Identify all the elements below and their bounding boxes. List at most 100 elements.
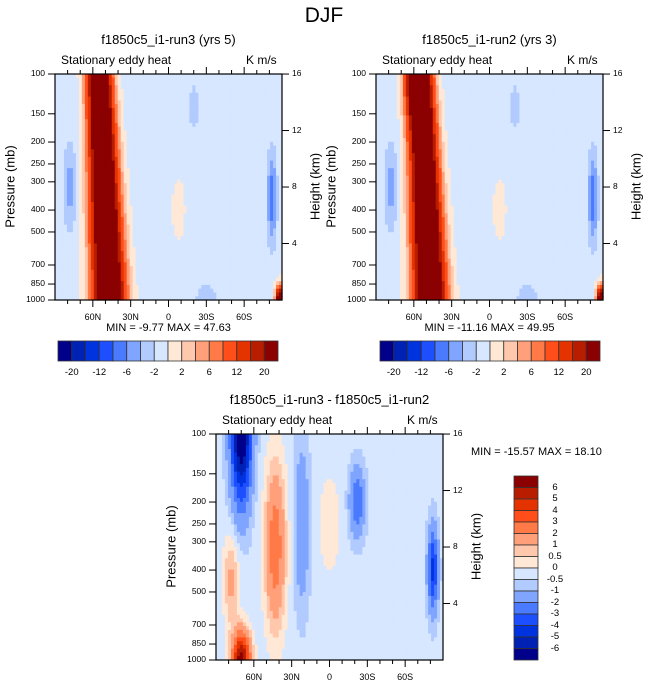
field-cell bbox=[78, 183, 83, 188]
field-cell bbox=[147, 107, 152, 113]
field-cell bbox=[63, 156, 68, 162]
field-cell bbox=[177, 187, 182, 192]
field-cell bbox=[57, 138, 62, 143]
field-cell bbox=[192, 156, 196, 162]
colorbar-box bbox=[236, 340, 251, 362]
field-cell bbox=[267, 171, 271, 177]
field-cell bbox=[162, 239, 167, 245]
field-cell bbox=[207, 202, 211, 207]
field-cell bbox=[150, 134, 155, 139]
field-cell bbox=[240, 89, 244, 94]
field-cell bbox=[135, 141, 140, 147]
field-cell bbox=[258, 269, 262, 275]
field-cell bbox=[219, 217, 223, 222]
field-cell bbox=[96, 232, 101, 237]
field-cell bbox=[219, 296, 223, 301]
field-cell bbox=[99, 194, 104, 199]
field-cell bbox=[84, 296, 89, 301]
field-cell bbox=[114, 164, 119, 169]
field-cell bbox=[198, 213, 202, 218]
field-cell bbox=[111, 224, 116, 230]
field-cell bbox=[486, 85, 491, 90]
field-cell bbox=[231, 209, 235, 214]
field-cell bbox=[279, 77, 283, 83]
field-cell bbox=[246, 190, 250, 196]
field-cell bbox=[261, 96, 265, 101]
field-cell bbox=[204, 213, 208, 218]
field-cell bbox=[117, 100, 122, 105]
field-cell bbox=[231, 171, 235, 177]
field-cell bbox=[55, 134, 59, 139]
field-cell bbox=[234, 92, 238, 98]
field-cell bbox=[93, 202, 98, 207]
field-cell bbox=[225, 145, 229, 150]
field-cell bbox=[198, 187, 202, 192]
field-cell bbox=[213, 164, 217, 169]
field-cell bbox=[126, 194, 131, 199]
field-cell bbox=[243, 292, 247, 297]
field-cell bbox=[279, 239, 283, 245]
field-cell bbox=[414, 77, 419, 83]
field-cell bbox=[81, 269, 86, 275]
field-cell bbox=[204, 217, 208, 222]
field-cell bbox=[237, 149, 241, 154]
field-cell bbox=[138, 224, 143, 230]
field-cell bbox=[63, 100, 68, 105]
field-cell bbox=[225, 149, 229, 154]
field-cell bbox=[75, 92, 80, 98]
field-cell bbox=[231, 217, 235, 222]
field-cell bbox=[129, 104, 134, 109]
field-cell bbox=[123, 269, 128, 275]
field-cell bbox=[204, 262, 208, 267]
field-cell bbox=[231, 168, 235, 173]
field-cell bbox=[168, 96, 173, 101]
field-cell bbox=[159, 251, 164, 256]
field-cell bbox=[147, 183, 152, 188]
field-cell bbox=[165, 111, 170, 117]
field-cell bbox=[201, 89, 205, 94]
field-cell bbox=[90, 119, 95, 124]
field-cell bbox=[207, 262, 211, 267]
field-cell bbox=[222, 138, 226, 143]
field-cell bbox=[195, 205, 199, 211]
field-cell bbox=[201, 254, 205, 260]
field-cell bbox=[219, 141, 223, 147]
field-cell bbox=[231, 145, 235, 150]
field-cell bbox=[156, 130, 161, 135]
field-cell bbox=[243, 258, 247, 263]
field-cell bbox=[99, 269, 104, 275]
field-cell bbox=[81, 74, 86, 79]
field-cell bbox=[195, 247, 199, 252]
field-cell bbox=[279, 96, 283, 101]
field-cell bbox=[99, 104, 104, 109]
field-cell bbox=[240, 92, 244, 98]
field-cell bbox=[195, 292, 199, 297]
field-cell bbox=[273, 107, 277, 113]
field-cell bbox=[150, 115, 155, 120]
field-cell bbox=[258, 77, 262, 83]
field-cell bbox=[129, 156, 134, 162]
field-cell bbox=[162, 277, 167, 282]
field-cell bbox=[273, 175, 277, 181]
field-cell bbox=[237, 85, 241, 90]
field-cell bbox=[102, 198, 107, 203]
field-cell bbox=[192, 168, 196, 173]
field-cell bbox=[138, 194, 143, 199]
field-cell bbox=[141, 175, 146, 181]
field-cell bbox=[180, 198, 185, 203]
field-cell bbox=[246, 239, 250, 245]
field-cell bbox=[249, 220, 253, 226]
field-cell bbox=[237, 247, 241, 252]
field-cell bbox=[177, 107, 182, 113]
field-cell bbox=[192, 247, 196, 252]
field-cell bbox=[129, 205, 134, 211]
field-cell bbox=[135, 288, 140, 294]
field-cell bbox=[81, 126, 86, 132]
field-cell bbox=[267, 96, 271, 101]
field-cell bbox=[276, 228, 280, 233]
field-cell bbox=[396, 89, 401, 94]
field-cell bbox=[105, 153, 110, 158]
field-cell bbox=[267, 254, 271, 260]
field-cell bbox=[168, 168, 173, 173]
field-cell bbox=[135, 251, 140, 256]
